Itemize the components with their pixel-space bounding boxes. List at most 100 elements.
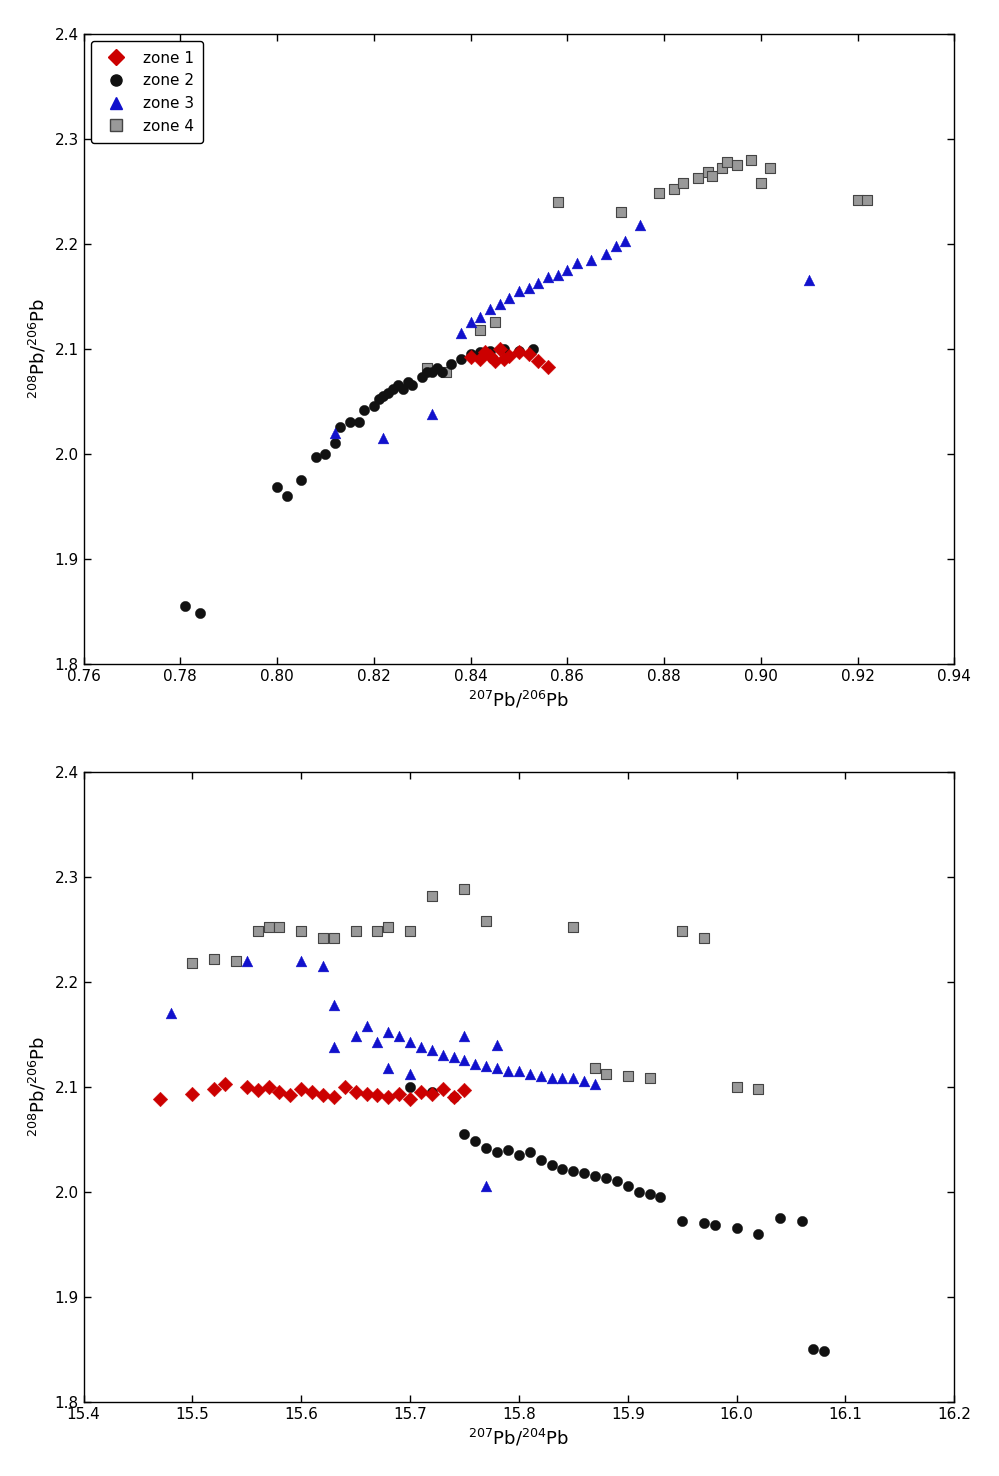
Point [279,484,295,508]
Point [206,946,222,970]
Point [434,360,450,384]
Point [381,1020,397,1044]
Point [457,878,473,902]
Point [805,1337,821,1361]
Point [473,347,489,370]
Point [532,1064,548,1088]
Point [492,292,507,316]
Point [217,1072,233,1095]
Point [415,365,431,388]
Point [490,1139,505,1163]
Point [359,1014,375,1038]
Point [549,190,565,214]
Point [424,884,440,908]
Point [569,251,585,275]
Point [501,286,517,310]
Point [479,1175,495,1199]
Point [352,410,368,434]
Point [381,1085,397,1108]
Point [468,1052,484,1076]
Point [250,1077,266,1101]
Point [520,276,536,300]
Point [376,427,392,450]
Point [327,421,343,444]
Point [583,248,599,272]
Point [400,370,416,394]
Point [849,187,865,211]
Point [463,345,479,369]
Point [261,1075,277,1098]
Point [444,353,460,376]
Point [704,164,720,187]
Point [630,1179,646,1203]
Point [392,1024,408,1048]
X-axis label: $^{207}$Pb/$^{206}$Pb: $^{207}$Pb/$^{206}$Pb [469,689,569,710]
Point [500,1138,516,1162]
Legend: zone 1, zone 2, zone 3, zone 4: zone 1, zone 2, zone 3, zone 4 [91,41,204,143]
Point [457,1048,473,1072]
Point [392,1082,408,1106]
Point [402,1088,418,1111]
Point [294,949,310,973]
Point [801,269,817,292]
Point [753,171,769,195]
Point [337,1075,353,1098]
Point [549,263,565,286]
Point [479,1137,495,1160]
Point [479,1054,495,1077]
Point [607,235,623,258]
Point [315,925,331,949]
Point [402,920,418,943]
Point [177,595,193,618]
Point [326,1085,342,1108]
Point [772,1206,788,1230]
Y-axis label: $^{208}$Pb/$^{206}$Pb: $^{208}$Pb/$^{206}$Pb [28,1036,49,1138]
Point [743,148,759,171]
Point [565,1067,581,1091]
Point [696,1212,712,1235]
Point [543,1154,559,1178]
Point [478,339,494,363]
Point [395,376,411,400]
Point [532,1148,548,1172]
Point [497,347,512,370]
Point [510,339,526,363]
Point [675,171,691,195]
Point [381,381,397,404]
Point [479,909,495,933]
Point [530,350,546,373]
Point [510,1144,526,1168]
Point [228,949,244,973]
Point [714,156,730,180]
Point [500,1060,516,1083]
Point [348,920,364,943]
Point [370,1030,386,1054]
Point [576,1070,592,1094]
Point [446,1045,462,1069]
Point [762,156,778,180]
Point [490,1033,505,1057]
Point [272,1080,288,1104]
Point [587,1072,603,1095]
X-axis label: $^{207}$Pb/$^{204}$Pb: $^{207}$Pb/$^{204}$Pb [469,1427,569,1448]
Point [370,1083,386,1107]
Point [665,177,681,201]
Point [473,317,489,341]
Point [163,1001,179,1024]
Point [463,310,479,334]
Point [326,993,342,1017]
Point [617,229,633,252]
Point [424,1038,440,1061]
Point [457,1077,473,1101]
Point [405,373,421,397]
Point [315,953,331,977]
Point [473,339,489,363]
Point [463,342,479,366]
Point [699,161,715,184]
Point [413,1035,429,1058]
Point [696,925,712,949]
Point [348,1024,364,1048]
Point [457,1024,473,1048]
Point [794,1209,810,1232]
Point [652,1185,668,1209]
